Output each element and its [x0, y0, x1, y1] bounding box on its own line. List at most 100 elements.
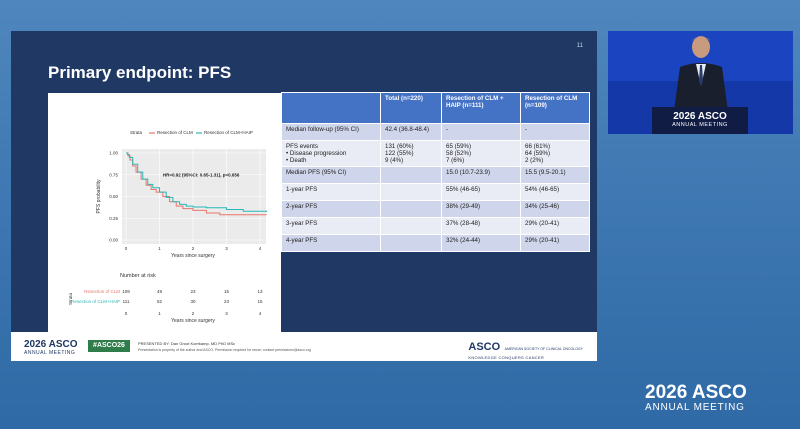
- table-cell: 1-year PFS: [281, 183, 381, 201]
- table-row: 2-year PFS 38% (29-49) 34% (25-46): [281, 200, 590, 218]
- footer-asco-brand: ASCO AMERICAN SOCIETY OF CLINICAL ONCOLO…: [468, 337, 583, 360]
- hashtag-badge: #ASCO26: [88, 340, 130, 352]
- table-cell: 29% (20-41): [520, 217, 590, 235]
- table-cell: 65 (59%) 58 (52%) 7 (6%): [441, 140, 521, 167]
- table-cell: [380, 200, 442, 218]
- risk-value: 15: [224, 289, 230, 294]
- footer-logo-sub: ANNUAL MEETING: [24, 350, 76, 356]
- podium-sub: ANNUAL MEETING: [672, 122, 728, 128]
- km-plot: Strata Resection of CLM Resection of CLM+H…: [68, 130, 268, 324]
- km-plot-panel: Strata Resection of CLM Resection of CLM+H…: [48, 93, 281, 341]
- presenter-line: PRESENTED BY: Dan Groot Koerkamp, MD PhD…: [138, 341, 236, 346]
- y-tick-label: 0.50: [109, 194, 118, 199]
- y-tick-label: 0.00: [109, 238, 118, 243]
- risk-x-tick: 3: [225, 311, 228, 316]
- risk-value: 13: [257, 289, 263, 294]
- speaker-figure: [608, 31, 793, 134]
- risk-value: 23: [224, 299, 230, 304]
- table-cell: -: [441, 123, 521, 141]
- table-cell: 55% (46-65): [441, 183, 521, 201]
- hazard-ratio-annotation: HR=0.92 (95%CI: 0.65-1.31), p=0.656: [163, 172, 240, 177]
- table-row: 1-year PFS 55% (46-65) 54% (46-65): [281, 183, 590, 201]
- table-cell: 3-year PFS: [281, 217, 381, 235]
- risk-value: 49: [157, 289, 163, 294]
- risk-x-tick: 2: [192, 311, 195, 316]
- table-cell: 66 (61%) 64 (59%) 2 (2%): [520, 140, 590, 167]
- x-tick-label: 4: [259, 246, 262, 251]
- table-cell: 42.4 (36.8-48.4): [380, 123, 442, 141]
- results-table: Total (n=220) Resection of CLM + HAIP (n=…: [281, 92, 590, 252]
- table-row: 4-year PFS 32% (24-44) 29% (20-41): [281, 234, 590, 252]
- table-cell: [380, 166, 442, 184]
- risk-x-tick: 1: [158, 311, 161, 316]
- risk-value: 30: [190, 299, 196, 304]
- asco-wordmark: ASCO: [468, 341, 501, 353]
- table-header-cell: [281, 92, 381, 124]
- table-cell: 15.5 (9.5-20.1): [520, 166, 590, 184]
- table-header-cell: Total (n=220): [380, 92, 442, 124]
- table-cell: 54% (46-65): [520, 183, 590, 201]
- slide-footer: 2026 ASCO ANNUAL MEETING #ASCO26 PRESENT…: [11, 332, 597, 361]
- table-cell: [380, 217, 442, 235]
- legend-title: Strata: [130, 130, 143, 135]
- y-tick-label: 0.75: [109, 172, 118, 177]
- presentation-slide: 11 Primary endpoint: PFS Strata Resection…: [11, 31, 597, 361]
- risk-x-axis-label: Years since surgery: [171, 318, 215, 324]
- table-cell: PFS events • Disease progression • Death: [281, 140, 381, 167]
- legend-item-clm: Resection of CLM: [157, 130, 193, 135]
- table-cell: 4-year PFS: [281, 234, 381, 252]
- table-row: PFS events • Disease progression • Death 13…: [281, 140, 590, 167]
- risk-value: 111: [123, 299, 130, 304]
- slide-number: 11: [576, 43, 583, 49]
- table-header-cell: Resection of CLM + HAIP (n=111): [441, 92, 521, 124]
- table-cell: [380, 183, 442, 201]
- y-tick-label: 0.25: [109, 216, 118, 221]
- footer-asco-logo: 2026 ASCO ANNUAL MEETING: [24, 339, 78, 356]
- brand-year: 2026 ASCO: [645, 382, 747, 403]
- table-cell: -: [520, 123, 590, 141]
- risk-value: 109: [122, 289, 130, 294]
- x-tick-label: 2: [192, 246, 195, 251]
- risk-y-label: Strata: [68, 293, 73, 306]
- x-tick-label: 0: [125, 246, 128, 251]
- risk-x-tick: 4: [259, 311, 262, 316]
- asco-tagline: KNOWLEDGE CONQUERS CANCER: [468, 355, 545, 360]
- legend-item-haip: Resection of CLM+HAIP: [204, 130, 253, 135]
- table-header-cell: Resection of CLM (n=109): [520, 92, 590, 124]
- table-cell: 2-year PFS: [281, 200, 381, 218]
- speaker-video: 2026 ASCO ANNUAL MEETING: [608, 31, 793, 134]
- risk-x-tick: 0: [125, 311, 128, 316]
- table-cell: 29% (20-41): [520, 234, 590, 252]
- table-cell: 15.0 (10.7-23.9): [441, 166, 521, 184]
- risk-value: 15: [257, 299, 263, 304]
- results-table-wrap: Total (n=220) Resection of CLM + HAIP (n=…: [281, 92, 590, 252]
- table-cell: 37% (28-48): [441, 217, 521, 235]
- x-tick-label: 3: [225, 246, 228, 251]
- table-row: Median PFS (95% CI) 15.0 (10.7-23.9) 15.5 …: [281, 166, 590, 184]
- slide-title: Primary endpoint: PFS: [48, 63, 232, 82]
- table-row: 3-year PFS 37% (28-48) 29% (20-41): [281, 217, 590, 235]
- podium-year: 2026 ASCO: [673, 111, 727, 122]
- asco-subtitle: AMERICAN SOCIETY OF CLINICAL ONCOLOGY: [504, 347, 583, 351]
- y-axis-label: PFS probability: [96, 179, 102, 213]
- risk-value: 52: [157, 299, 163, 304]
- table-cell: Median PFS (95% CI): [281, 166, 381, 184]
- x-axis-label: Years since surgery: [171, 253, 215, 259]
- table-cell: 131 (60%) 122 (55%) 9 (4%): [380, 140, 442, 167]
- table-cell: 34% (25-46): [520, 200, 590, 218]
- table-row: Median follow-up (95% CI) 42.4 (36.8-48.4…: [281, 123, 590, 141]
- podium: 2026 ASCO ANNUAL MEETING: [652, 107, 748, 134]
- brand-sub: ANNUAL MEETING: [645, 402, 745, 413]
- table-cell: 38% (29-49): [441, 200, 521, 218]
- km-curve-haip: [126, 152, 268, 213]
- risk-value: 23: [190, 289, 196, 294]
- y-tick-label: 1.00: [109, 151, 118, 156]
- table-cell: 32% (24-44): [441, 234, 521, 252]
- risk-table-title: Number at risk: [120, 273, 156, 279]
- table-cell: Median follow-up (95% CI): [281, 123, 381, 141]
- asco-brand-logo: 2026 ASCO ANNUAL MEETING: [645, 382, 747, 413]
- risk-row-label: Resection of CLM: [84, 289, 120, 294]
- footer-logo-year: 2026 ASCO: [24, 339, 78, 350]
- table-cell: [380, 234, 442, 252]
- copyright-notice: Presentation is property of the author a…: [138, 348, 311, 352]
